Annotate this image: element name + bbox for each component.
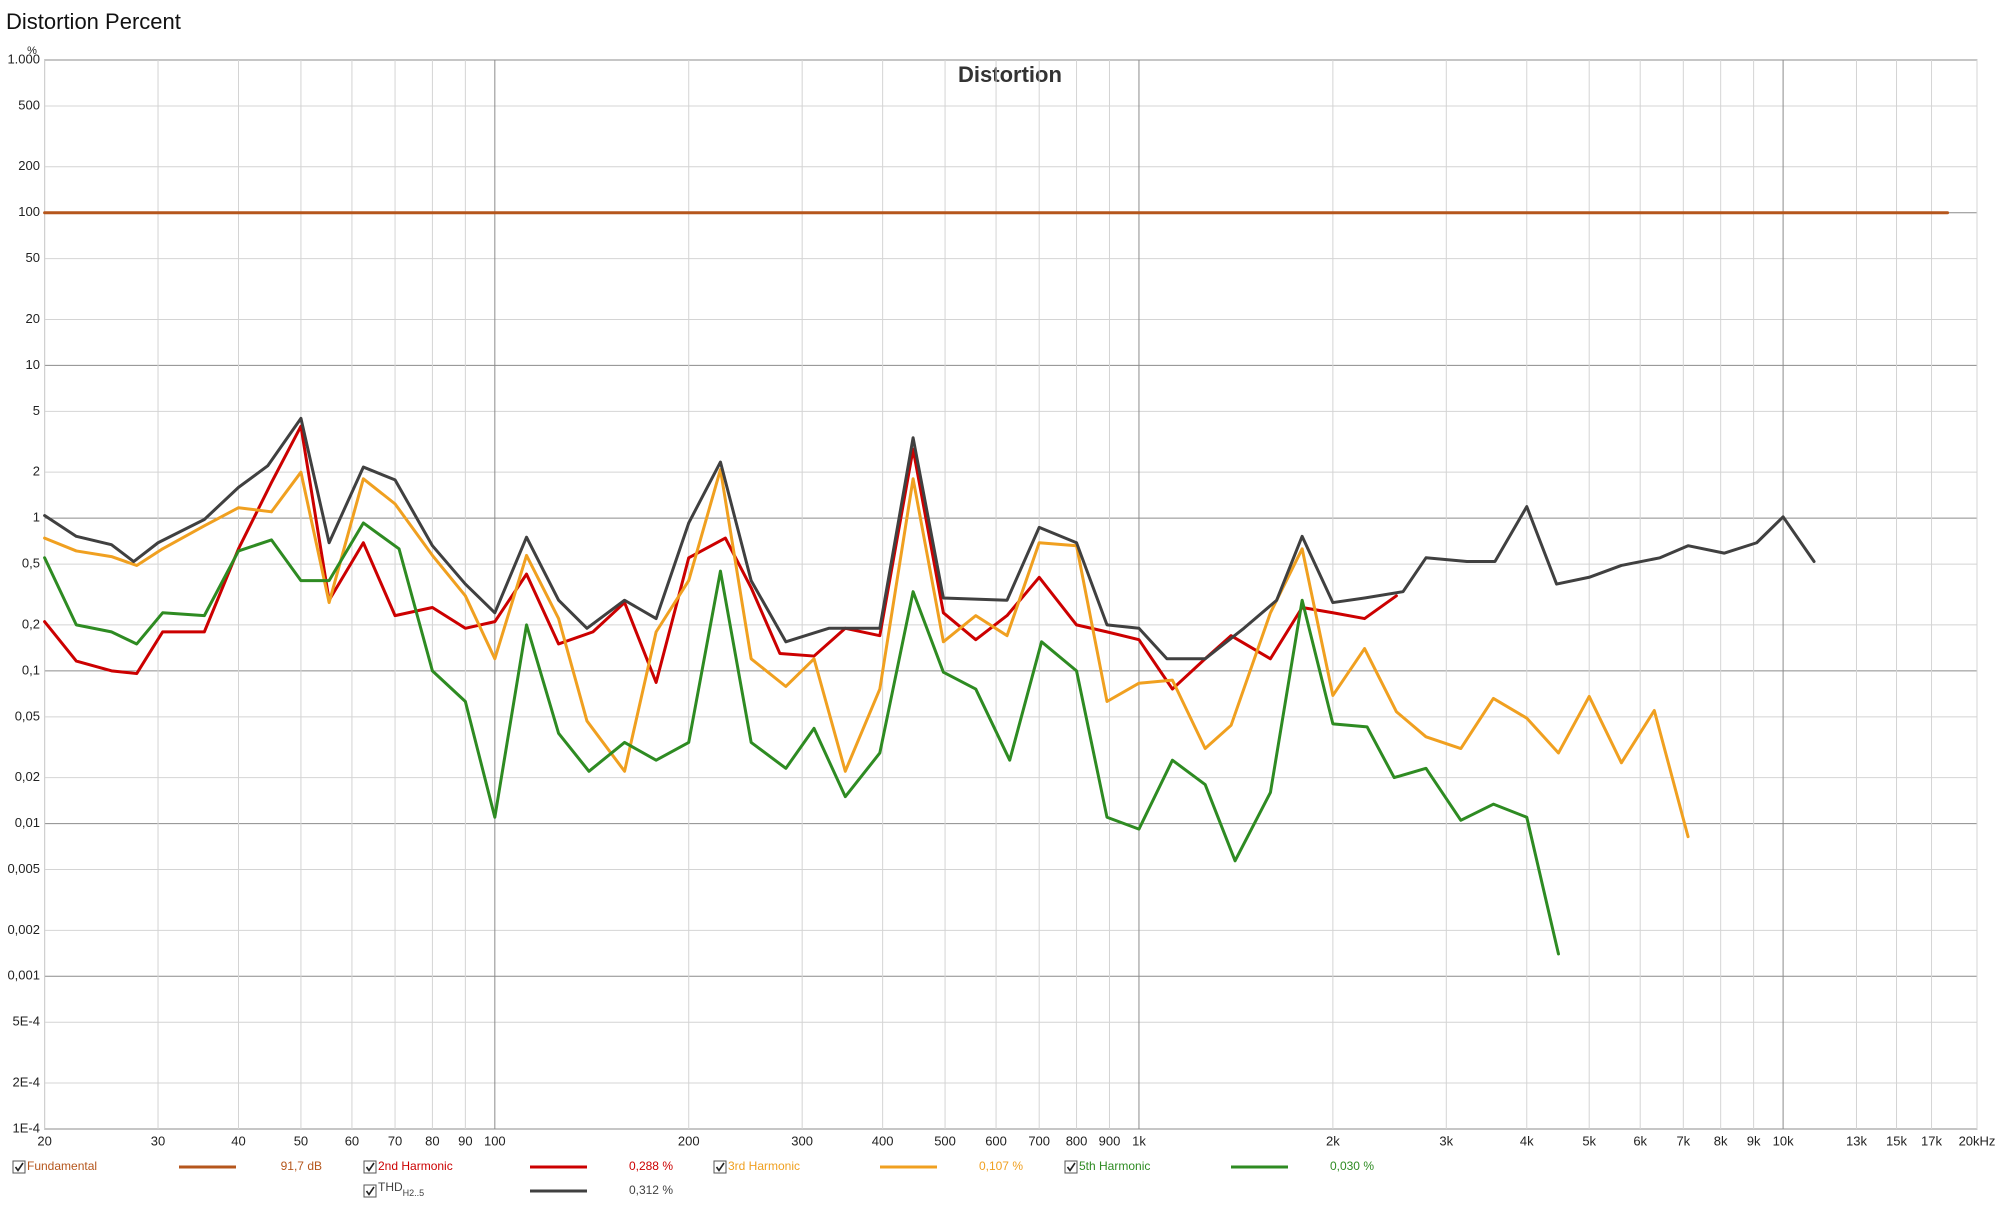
legend-item: THDH2..5 0,312 % <box>363 1180 673 1198</box>
legend-name-text: 3rd Harmonic <box>728 1159 800 1173</box>
y-unit: % <box>27 45 37 57</box>
legend-item: 3rd Harmonic 0,107 % <box>713 1159 1023 1174</box>
legend-value: 0,107 % <box>979 1159 1023 1173</box>
legend-name: Fundamental <box>27 1159 97 1173</box>
legend-value: 0,312 % <box>629 1183 673 1197</box>
legend-checkbox[interactable] <box>713 1160 727 1174</box>
x-tick-label: 8k <box>1714 1133 1728 1148</box>
x-tick-label: 15k <box>1886 1133 1907 1148</box>
y-tick-label: 2E-4 <box>13 1074 40 1089</box>
check-mark <box>715 1162 725 1172</box>
check-mark <box>365 1162 375 1172</box>
y-tick-label: 1E-4 <box>13 1120 40 1135</box>
check-mark <box>365 1186 375 1196</box>
legend-name: 5th Harmonic <box>1079 1159 1150 1173</box>
y-tick-label: 0,002 <box>7 922 40 937</box>
legend-name: 2nd Harmonic <box>378 1159 453 1173</box>
x-tick-label: 1k <box>1132 1133 1146 1148</box>
y-tick-label: 1.000 <box>7 51 40 66</box>
legend-name: 3rd Harmonic <box>728 1159 800 1173</box>
chart-title: Distortion <box>958 62 1062 87</box>
y-tick-label: 10 <box>26 357 40 372</box>
legend-name-text: Fundamental <box>27 1159 97 1173</box>
series-line <box>43 521 1560 956</box>
legend-item: Fundamental 91,7 dB <box>12 1159 322 1174</box>
y-tick-label: 200 <box>18 158 40 173</box>
y-tick-label: 20 <box>26 311 40 326</box>
x-tick-label: 5k <box>1582 1133 1596 1148</box>
y-tick-label: 0,5 <box>22 556 40 571</box>
y-tick-label: 5 <box>33 403 40 418</box>
legend-value: 0,030 % <box>1330 1159 1374 1173</box>
y-tick-label: 0,2 <box>22 616 40 631</box>
legend-value: 0,288 % <box>629 1159 673 1173</box>
x-tick-label: 50 <box>294 1133 308 1148</box>
x-tick-label: 13k <box>1846 1133 1867 1148</box>
x-tick-label: 30 <box>151 1133 165 1148</box>
y-tick-label: 2 <box>33 464 40 479</box>
y-tick-label: 1 <box>33 510 40 525</box>
legend-item: 5th Harmonic 0,030 % <box>1064 1159 1374 1174</box>
x-tick-label: 400 <box>872 1133 894 1148</box>
y-tick-label: 0,001 <box>7 968 40 983</box>
legend-item: 2nd Harmonic 0,288 % <box>363 1159 673 1174</box>
x-tick-label: 20kHz <box>1959 1133 1996 1148</box>
x-tick-label: 200 <box>678 1133 700 1148</box>
y-tick-label: 0,02 <box>15 769 40 784</box>
x-tick-label: 900 <box>1099 1133 1121 1148</box>
legend-checkbox[interactable] <box>363 1184 377 1198</box>
legend-value: 91,7 dB <box>281 1159 322 1173</box>
y-tick-label: 500 <box>18 97 40 112</box>
legend-name-text: 5th Harmonic <box>1079 1159 1150 1173</box>
y-tick-label: 5E-4 <box>13 1014 40 1029</box>
x-tick-label: 10k <box>1773 1133 1794 1148</box>
x-tick-label: 40 <box>231 1133 245 1148</box>
x-tick-label: 600 <box>985 1133 1007 1148</box>
x-tick-label: 2k <box>1326 1133 1340 1148</box>
legend-name-text: 2nd Harmonic <box>378 1159 453 1173</box>
x-tick-label: 17k <box>1921 1133 1942 1148</box>
x-tick-label: 700 <box>1028 1133 1050 1148</box>
x-tick-label: 4k <box>1520 1133 1534 1148</box>
y-tick-label: 50 <box>26 250 40 265</box>
x-tick-label: 100 <box>484 1133 506 1148</box>
x-tick-label: 300 <box>791 1133 813 1148</box>
x-tick-label: 500 <box>934 1133 956 1148</box>
legend-checkbox[interactable] <box>12 1160 26 1174</box>
legend-name-text: THD <box>378 1180 403 1194</box>
y-tick-label: 0,01 <box>15 815 40 830</box>
x-tick-label: 7k <box>1676 1133 1690 1148</box>
window-title: Distortion Percent <box>6 9 181 34</box>
x-tick-label: 6k <box>1633 1133 1647 1148</box>
y-tick-label: 0,1 <box>22 662 40 677</box>
legend-name: THDH2..5 <box>378 1180 424 1198</box>
y-tick-label: 0,005 <box>7 861 40 876</box>
series-line <box>43 468 1690 839</box>
series-line <box>43 416 1816 661</box>
x-tick-label: 800 <box>1066 1133 1088 1148</box>
y-tick-label: 0,05 <box>15 708 40 723</box>
y-tick-label: 100 <box>18 204 40 219</box>
x-tick-label: 70 <box>388 1133 402 1148</box>
x-tick-label: 60 <box>345 1133 359 1148</box>
series-line <box>43 424 1398 691</box>
x-tick-label: 80 <box>425 1133 439 1148</box>
x-tick-label: 20 <box>37 1133 51 1148</box>
check-mark <box>1066 1162 1076 1172</box>
x-tick-label: 90 <box>458 1133 472 1148</box>
legend-name-subscript: H2..5 <box>403 1188 425 1198</box>
x-tick-label: 3k <box>1439 1133 1453 1148</box>
legend-checkbox[interactable] <box>363 1160 377 1174</box>
x-tick-label: 9k <box>1747 1133 1761 1148</box>
legend-checkbox[interactable] <box>1064 1160 1078 1174</box>
check-mark <box>14 1162 24 1172</box>
